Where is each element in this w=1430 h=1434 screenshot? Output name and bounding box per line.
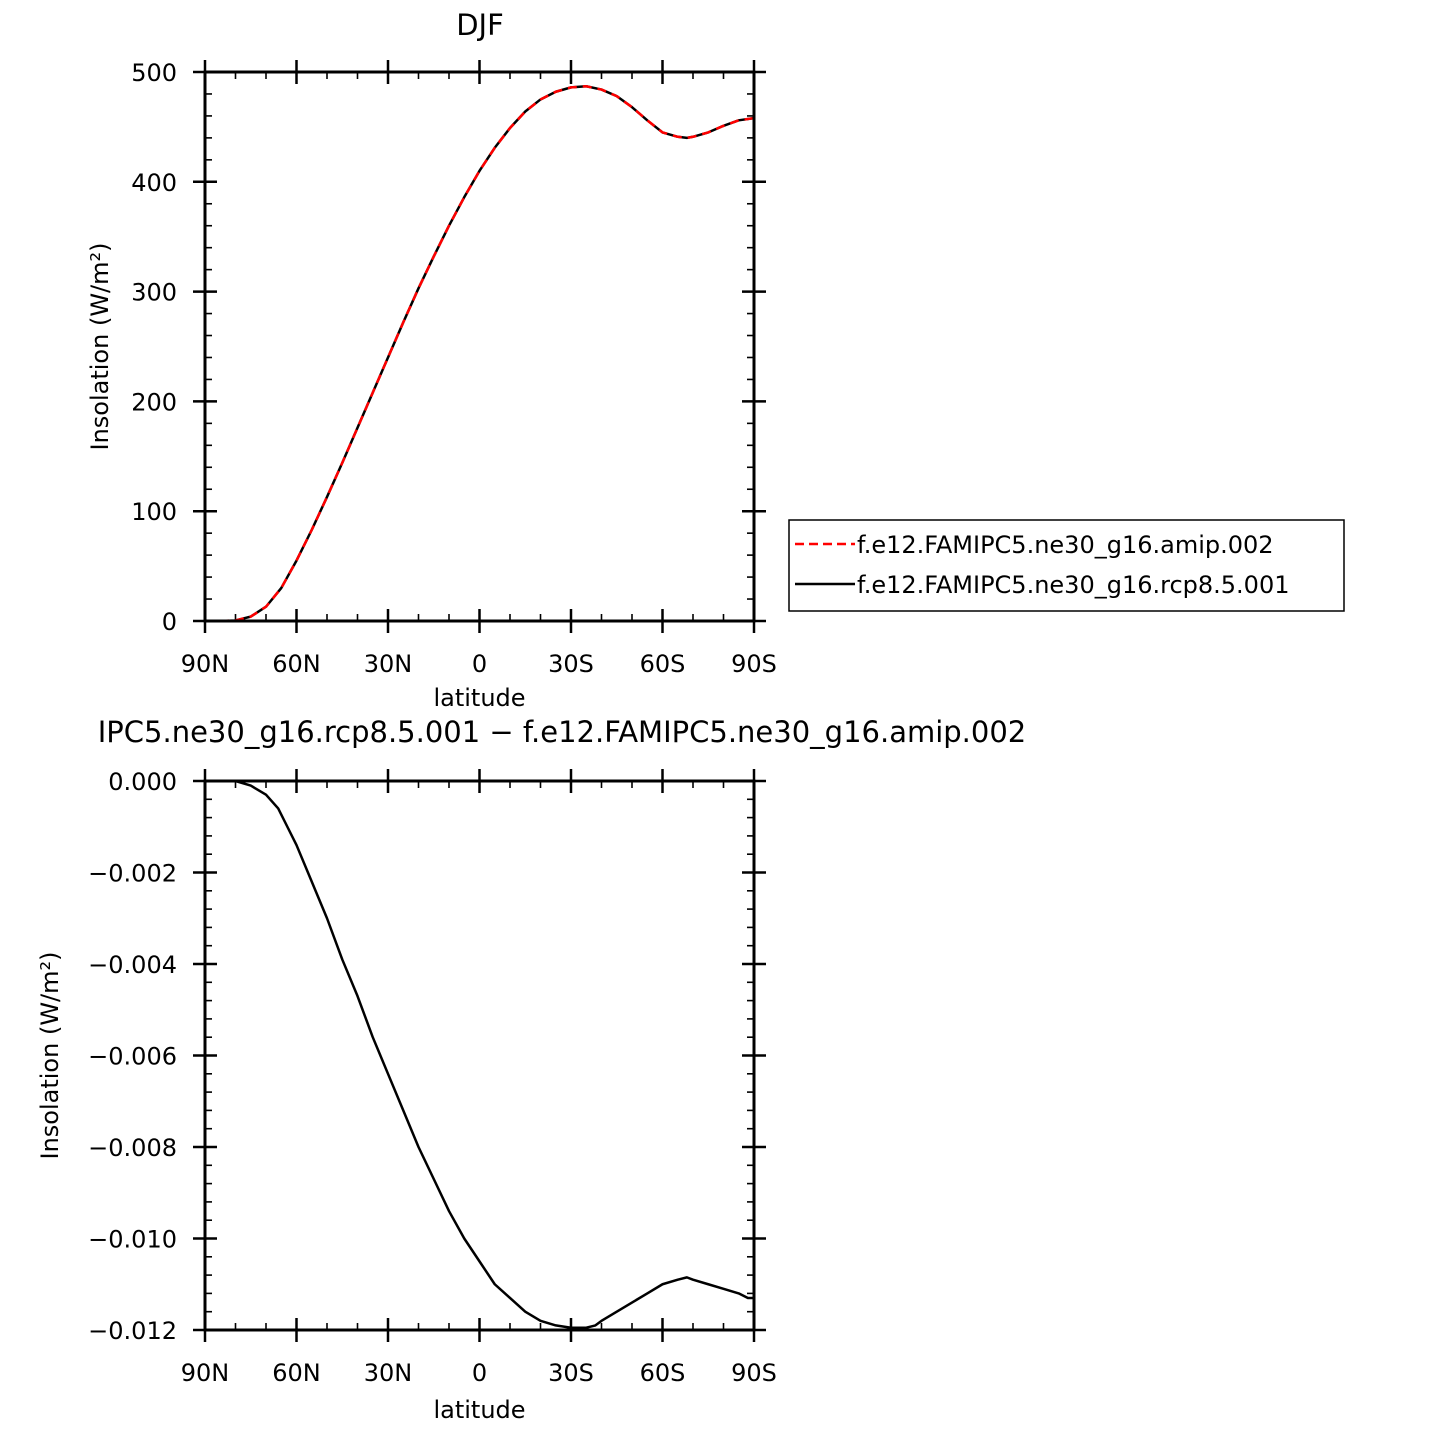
- x-tick-label: 30S: [548, 650, 594, 678]
- legend: f.e12.FAMIPC5.ne30_g16.amip.002 f.e12.FAM…: [788, 519, 1345, 612]
- y-tick-label: −0.008: [88, 1134, 177, 1162]
- x-tick-label: 90N: [181, 650, 230, 678]
- x-tick-label: 60S: [640, 1359, 686, 1387]
- x-tick-label: 90S: [731, 1359, 777, 1387]
- y-tick-label: 0: [162, 608, 177, 636]
- legend-box: [788, 519, 1345, 612]
- y-tick-label: 200: [131, 388, 177, 416]
- y-tick-label: −0.012: [88, 1317, 177, 1345]
- x-axis-label: latitude: [433, 684, 525, 712]
- y-tick-label: 500: [131, 59, 177, 87]
- chart-title: IPC5.ne30_g16.rcp8.5.001 − f.e12.FAMIPC5…: [98, 715, 1027, 749]
- series-line-1: [205, 85, 755, 623]
- x-tick-label: 0: [472, 1359, 487, 1387]
- y-tick-label: 300: [131, 279, 177, 307]
- x-tick-label: 90S: [731, 650, 777, 678]
- plot-frame: [203, 779, 756, 1332]
- y-tick-label: 100: [131, 498, 177, 526]
- y-tick-label: −0.004: [88, 951, 177, 979]
- series-line-1: [205, 779, 754, 1329]
- y-axis-label: Insolation (W/m²): [86, 243, 114, 451]
- x-tick-label: 90N: [181, 1359, 230, 1387]
- series-line-2: [205, 85, 755, 623]
- chart-panel-1: DJF 90N 60N 30N 0 30S 60S 90S 0 100 200 300 400 500 la…: [86, 8, 1345, 712]
- y-tick-label: −0.010: [88, 1226, 177, 1254]
- y-tick-label: 400: [131, 169, 177, 197]
- x-tick-label: 30N: [364, 650, 413, 678]
- legend-label: f.e12.FAMIPC5.ne30_g16.rcp8.5.001: [857, 571, 1290, 599]
- chart-title: DJF: [456, 8, 504, 42]
- legend-label: f.e12.FAMIPC5.ne30_g16.amip.002: [857, 531, 1274, 559]
- chart-panel-2: IPC5.ne30_g16.rcp8.5.001 − f.e12.FAMIPC5…: [36, 715, 1026, 1424]
- x-tick-label: 0: [472, 650, 487, 678]
- plot-frame: [203, 70, 756, 623]
- y-tick-label: −0.006: [88, 1043, 177, 1071]
- y-axis-label: Insolation (W/m²): [36, 952, 64, 1160]
- x-axis-label: latitude: [433, 1396, 525, 1424]
- x-tick-label: 30N: [364, 1359, 413, 1387]
- x-tick-label: 60N: [272, 1359, 321, 1387]
- x-tick-label: 60N: [272, 650, 321, 678]
- y-tick-label: −0.002: [88, 860, 177, 888]
- y-tick-label: 0.000: [108, 768, 177, 796]
- x-tick-label: 60S: [640, 650, 686, 678]
- x-tick-label: 30S: [548, 1359, 594, 1387]
